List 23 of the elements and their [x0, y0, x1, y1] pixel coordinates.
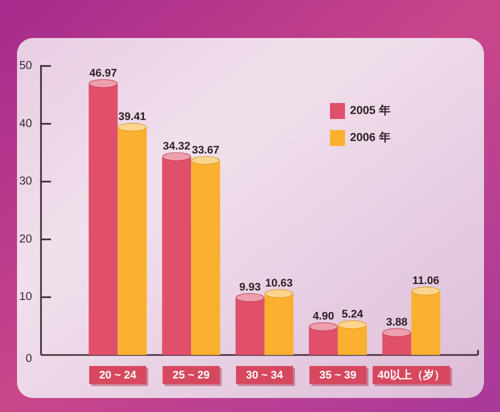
data-label: 39.41 — [118, 111, 146, 124]
data-label: 34.32 — [162, 140, 190, 153]
data-label: 10.63 — [265, 278, 293, 290]
y-tick-label: 30 — [19, 176, 32, 188]
legend-label: 2005 年 — [350, 103, 391, 117]
data-label: 3.88 — [386, 316, 408, 329]
y-tick-label: 40 — [19, 118, 32, 130]
x-tick-label: 35 ~ 39 — [319, 370, 356, 382]
data-label: 9.93 — [239, 282, 261, 294]
data-label: 33.67 — [192, 144, 220, 156]
data-label: 5.24 — [342, 308, 364, 321]
x-tick-label: 30 ~ 34 — [246, 370, 284, 382]
data-label: 11.06 — [412, 275, 440, 288]
x-tick-label: 40以上（岁） — [378, 368, 445, 382]
legend-label: 2006 年 — [350, 130, 391, 144]
data-label: 4.90 — [312, 310, 334, 323]
y-tick-label: 20 — [19, 233, 32, 246]
y-tick-label: 10 — [19, 291, 32, 304]
data-label: 46.97 — [89, 68, 117, 80]
x-tick-label: 20 ~ 24 — [99, 370, 138, 382]
y-tick-label: 0 — [26, 353, 32, 365]
y-tick-label: 50 — [19, 60, 32, 72]
x-tick-label: 25 ~ 29 — [172, 370, 210, 382]
